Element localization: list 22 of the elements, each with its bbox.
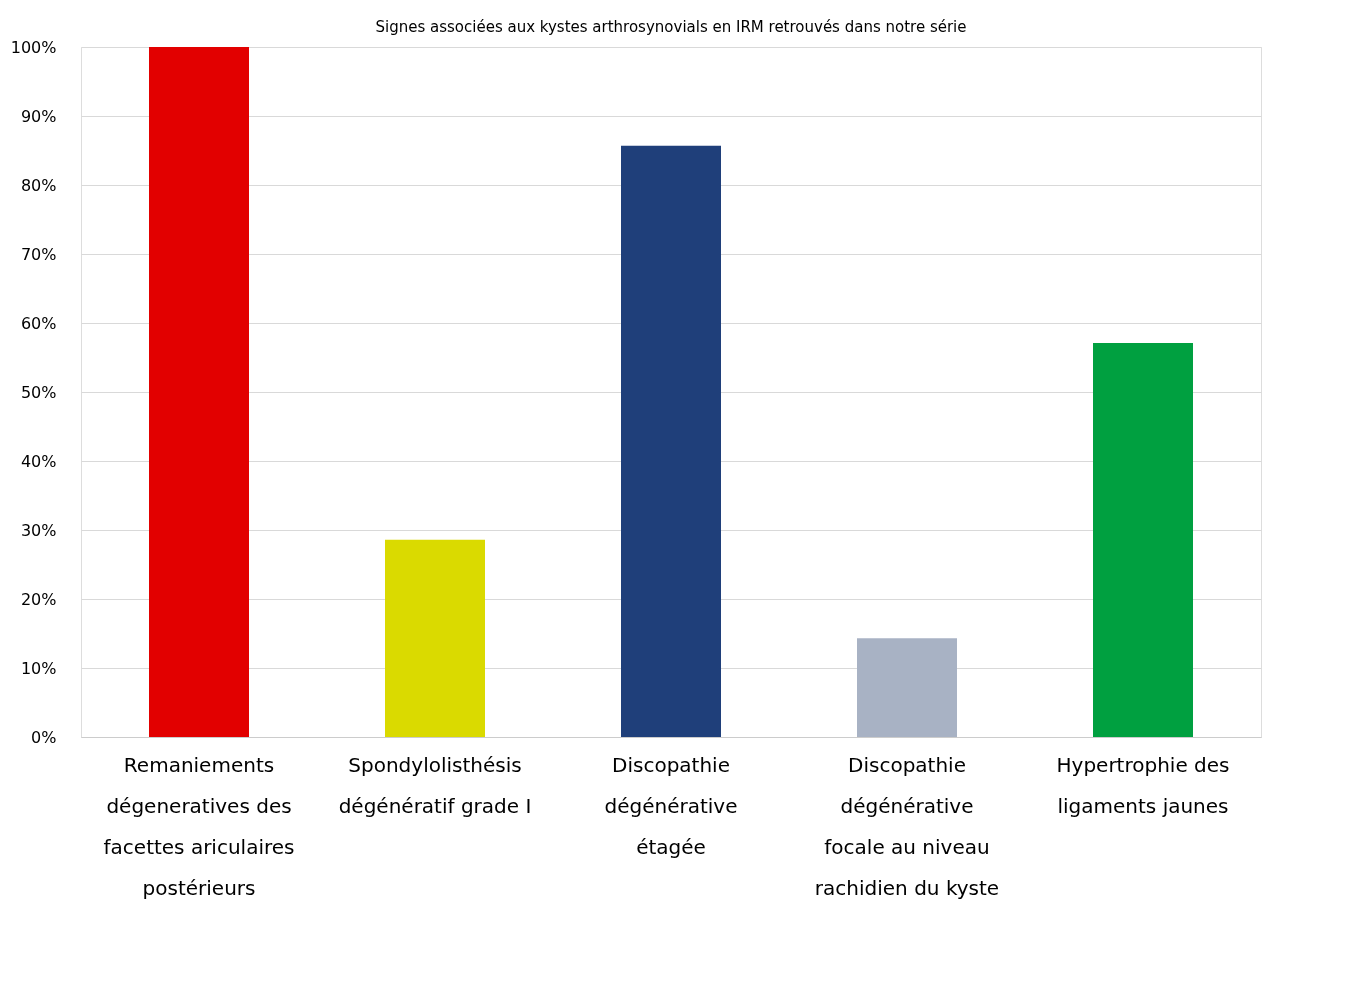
y-tick-label: 100%: [10, 37, 57, 57]
y-tick-label: 20%: [20, 589, 57, 609]
x-tick-label: Spondylolisthésis dégénératif grade I: [338, 752, 532, 818]
bar: [385, 539, 485, 737]
y-tick-label: 80%: [20, 175, 57, 195]
x-tick-label: Discopathie dégénérative focale au niveau rachidien du kyste: [814, 752, 1000, 900]
y-tick-label: 10%: [20, 658, 57, 678]
bar: [149, 47, 249, 737]
y-tick-label: 90%: [20, 106, 57, 126]
y-tick-label: 40%: [20, 451, 57, 471]
bar: [621, 145, 721, 737]
x-tick-label: Hypertrophie des ligaments jaunes: [1056, 752, 1230, 818]
y-tick-label: 70%: [20, 244, 57, 264]
chart-title: Signes associées aux kystes arthrosynovials en IRM retrouvés dans notre série: [375, 18, 967, 36]
y-tick-label: 50%: [20, 382, 57, 402]
bar: [857, 638, 957, 737]
x-tick-label: Remaniements dégeneratives des facettes ariculaires postérieurs: [103, 752, 295, 900]
y-tick-label: 30%: [20, 520, 57, 540]
y-tick-label: 60%: [20, 313, 57, 333]
y-tick-label: 0%: [31, 727, 57, 747]
bar: [1093, 343, 1193, 737]
x-tick-label: Discopathie dégénérative étagée: [604, 752, 738, 859]
